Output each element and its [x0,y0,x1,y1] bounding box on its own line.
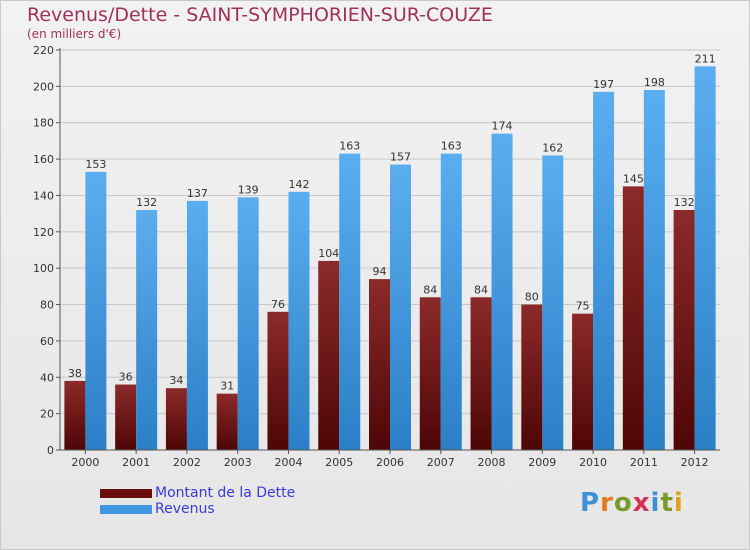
bar-revenus [593,91,615,451]
x-tick-label: 2012 [681,456,709,469]
bar-dette [165,388,187,450]
bar-revenus [390,164,411,450]
bar-dette [267,311,289,450]
x-tick-label: 2005 [325,456,353,469]
data-label: 94 [373,265,387,278]
bar-dette [572,313,594,450]
logo-letter: P [580,488,601,518]
legend-swatch-revenus [100,505,152,514]
data-label: 34 [169,374,183,387]
bar-dette [622,186,644,450]
x-tick-label: 2011 [630,456,658,469]
bar-dette [470,297,492,450]
bar-revenus [237,197,259,450]
legend-label-dette: Montant de la Dette [155,485,296,501]
data-label: 198 [644,76,665,89]
data-label: 75 [576,300,590,313]
data-label: 84 [474,283,488,296]
y-tick-label: 140 [33,189,54,202]
y-tick-label: 20 [40,408,54,421]
x-tick-label: 2001 [122,456,150,469]
data-label: 163 [339,140,360,153]
data-label: 80 [525,291,539,304]
bar-revenus [288,191,310,450]
data-label: 211 [695,52,716,65]
bar-revenus [339,153,361,451]
bar-revenus [85,171,107,450]
y-tick-label: 60 [40,335,54,348]
x-tick-label: 2010 [579,456,607,469]
y-tick-label: 180 [33,117,54,130]
legend-label-revenus: Revenus [155,501,215,517]
y-tick-label: 200 [33,80,54,93]
data-label: 153 [85,158,106,171]
bar-dette [673,210,695,450]
chart-subtitle: (en milliers d'€) [27,27,122,41]
bar-revenus [694,66,716,450]
x-tick-label: 2008 [478,456,506,469]
data-label: 38 [68,367,82,380]
logo-letter: o [613,488,633,518]
x-tick-label: 2009 [528,456,556,469]
axes: 0 20 40 60 80 100 120 140 160 180 200 220 2000 2001 20… [33,44,720,469]
bar-revenus [136,210,158,450]
x-tick-label: 2006 [376,456,404,469]
bar-revenus [440,153,462,451]
x-tick-label: 2003 [224,456,252,469]
data-label: 142 [288,178,309,191]
data-label: 174 [492,120,513,133]
x-tick-label: 2000 [71,456,99,469]
logo-letter: i [650,488,661,518]
data-label: 132 [136,196,157,209]
bar-revenus [491,133,513,451]
x-tick-label: 2007 [427,456,455,469]
y-tick-label: 100 [33,262,54,275]
bar-dette [216,393,238,450]
bar-dette [369,279,390,450]
bar-dette [521,304,543,450]
data-label: 84 [423,283,437,296]
y-tick-label: 80 [40,299,54,312]
data-label: 31 [220,380,234,393]
bar-dette [64,380,86,450]
x-tick-label: 2004 [274,456,302,469]
logo-letter: r [600,488,614,518]
data-label: 162 [542,141,563,154]
value-labels: 38 153 36 132 34 137 31 139 76 142 104 163 94 157 84 16… [68,52,716,392]
logo-letter: x [632,488,651,518]
chart-title: Revenus/Dette - SAINT-SYMPHORIEN-SUR-COU… [27,4,493,26]
proxiti-logo: Proxiti [580,488,684,518]
data-label: 145 [623,172,644,185]
data-label: 104 [318,247,339,260]
data-label: 139 [238,183,259,196]
data-label: 157 [390,151,411,164]
x-tick-label: 2002 [173,456,201,469]
bar-revenus [643,90,665,450]
logo-letter: t [660,488,674,518]
y-tick-label: 220 [33,44,54,57]
data-label: 36 [119,371,133,384]
y-tick-label: 40 [40,371,54,384]
bar-dette [115,384,137,450]
y-tick-label: 120 [33,226,54,239]
y-tick-label: 160 [33,153,54,166]
legend-swatch-dette [100,489,152,498]
bar-revenus [186,200,208,450]
data-label: 137 [187,187,208,200]
bars [64,66,716,451]
data-label: 76 [271,298,285,311]
data-label: 163 [441,140,462,153]
bar-dette [419,297,441,450]
data-label: 197 [593,78,614,91]
y-tick-label: 0 [47,444,54,457]
logo-letter: i [673,488,684,518]
data-label: 132 [674,196,695,209]
bar-dette [318,260,340,450]
bar-revenus [542,155,564,451]
